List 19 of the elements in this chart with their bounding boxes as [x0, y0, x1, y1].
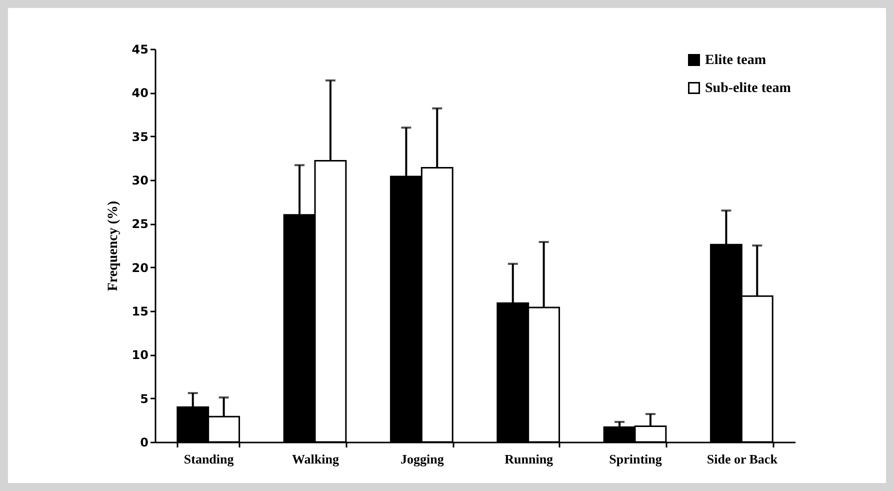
- y-tick-label: 35: [132, 130, 148, 144]
- y-tick-label: 10: [132, 348, 148, 362]
- x-tick-label: Standing: [184, 452, 234, 466]
- y-tick-label: 20: [132, 260, 148, 275]
- y-tick-label: 25: [132, 217, 148, 232]
- legend-label: Sub-elite team: [705, 81, 792, 96]
- legend-label: Elite team: [705, 53, 766, 68]
- y-tick-label: 30: [132, 174, 148, 188]
- y-tick-label: 40: [132, 86, 148, 100]
- y-tick-label: 45: [132, 42, 148, 56]
- y-tick-label: 0: [140, 436, 148, 450]
- x-tick-label: Running: [504, 452, 554, 466]
- x-tick-label: Walking: [292, 452, 340, 466]
- x-tick-label: Sprinting: [609, 452, 662, 466]
- x-tick-label: Side or Back: [706, 452, 778, 466]
- x-tick-label: Jogging: [400, 452, 444, 466]
- y-tick-label: 15: [132, 304, 148, 318]
- y-axis-title: Frequency (%): [106, 200, 121, 292]
- y-tick-label: 5: [140, 392, 148, 406]
